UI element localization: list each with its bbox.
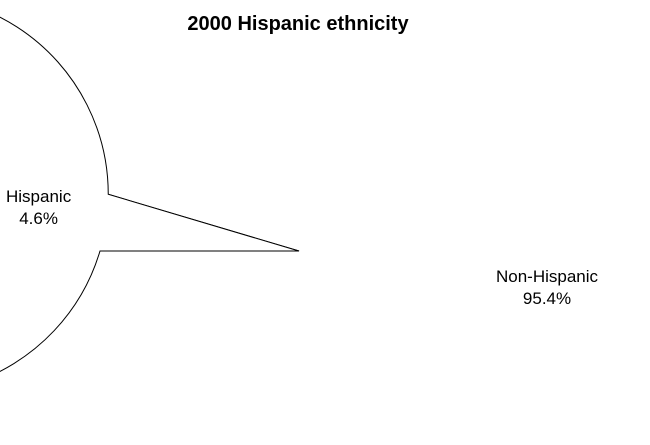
slice-name-non-hispanic: Non-Hispanic <box>496 267 599 286</box>
slice-value-non-hispanic: 95.4% <box>522 289 572 308</box>
slice-label-non-hispanic: Non-Hispanic 95.4% <box>496 266 598 310</box>
slice-label-hispanic: Hispanic 4.6% <box>6 186 71 230</box>
chart-title: 2000 Hispanic ethnicity <box>187 13 409 35</box>
slice-name-hispanic: Hispanic <box>6 187 72 206</box>
slice-value-hispanic: 4.6% <box>19 209 58 228</box>
pie-slice-non-hispanic <box>0 16 300 372</box>
